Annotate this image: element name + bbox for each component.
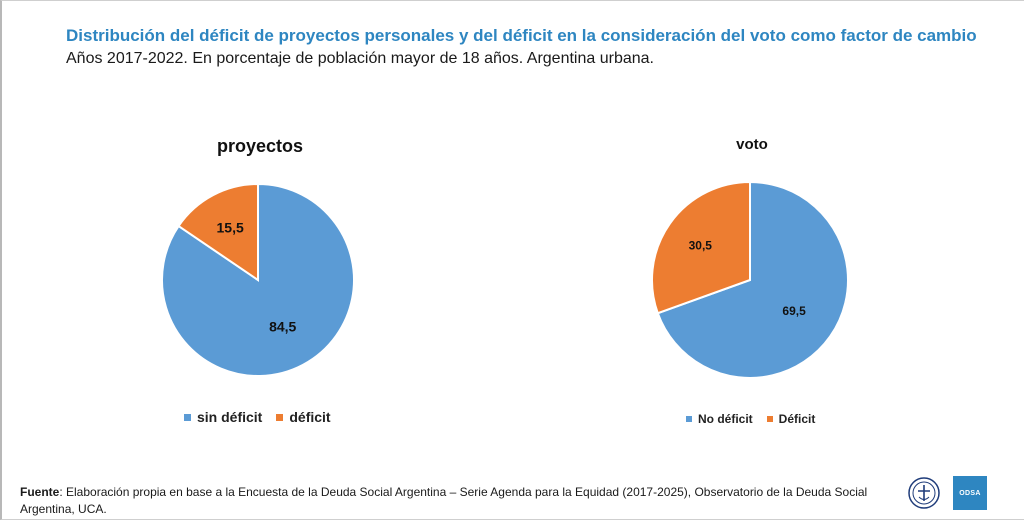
legend-label: sin déficit (197, 409, 263, 425)
pie-chart-voto: 69,5 30,5 (651, 180, 849, 379)
pie-slice-deficit (177, 182, 259, 282)
source-text: : Elaboración propia en base a la Encues… (20, 485, 868, 516)
legend-swatch-blue (686, 416, 692, 422)
legend-label: Déficit (778, 412, 816, 426)
pie-data-label: 84,5 (269, 319, 296, 335)
legend-voto: No déficit Déficit (686, 412, 815, 426)
legend-swatch-orange (766, 416, 773, 422)
pie-data-label: 30,5 (689, 238, 713, 252)
pie-chart-proyectos: 84,5 15,5 (161, 182, 355, 377)
legend-swatch-blue (184, 413, 191, 421)
legend-item: Déficit (766, 412, 816, 426)
pie-slice-main (656, 180, 849, 379)
uca-seal-icon (908, 477, 940, 509)
source-label: Fuente (20, 485, 60, 499)
odsa-logo: ODSA (953, 476, 987, 510)
pie-slice-deficit (651, 180, 751, 315)
legend-proyectos: sin déficit déficit (184, 409, 331, 425)
legend-item: sin déficit (184, 409, 262, 425)
legend-item: No déficit (686, 412, 753, 426)
pie-data-label: 69,5 (782, 304, 806, 318)
legend-label: déficit (289, 409, 331, 425)
source-footnote: Fuente: Elaboración propia en base a la … (20, 484, 890, 518)
chart-subtitle: Años 2017-2022. En porcentaje de poblaci… (66, 50, 654, 67)
chart-title: Distribución del déficit de proyectos pe… (66, 26, 977, 45)
pie-title-proyectos: proyectos (216, 136, 304, 156)
pie-data-label: 15,5 (217, 219, 244, 235)
legend-swatch-orange (276, 413, 284, 421)
legend-label: No déficit (698, 412, 753, 426)
pie-title-voto: voto (736, 136, 768, 153)
legend-item: déficit (276, 409, 331, 425)
